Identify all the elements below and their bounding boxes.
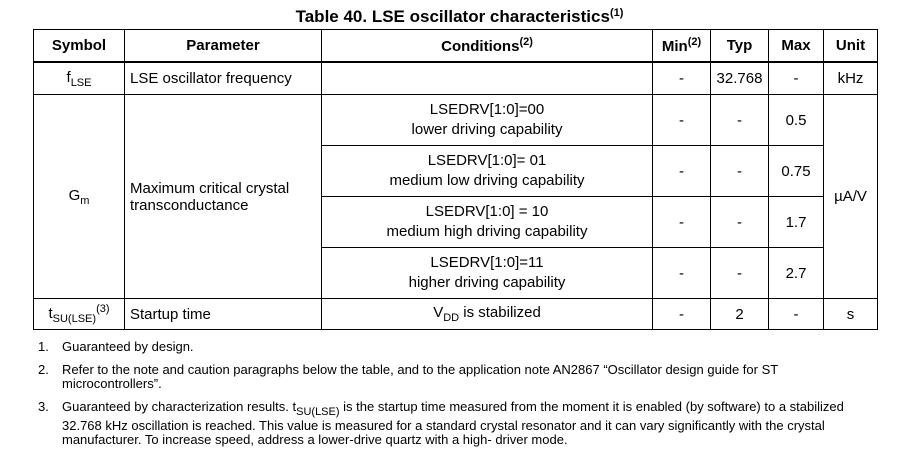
table-row: Gm Maximum critical crystal transconducta… <box>33 94 878 299</box>
flse-symbol-main: f <box>66 68 71 86</box>
gm-symbol-sub: m <box>80 194 90 207</box>
gm-condition-0-line2: lower driving capability <box>411 121 563 138</box>
table-row: fLSE LSE oscillator frequency - 32.768 -… <box>33 61 878 95</box>
gm-min-0: - <box>652 94 711 146</box>
gm-typ-1: - <box>710 145 769 197</box>
gm-symbol-main: G <box>68 186 81 204</box>
gm-condition-2-line1: LSEDRV[1:0] = 10 <box>425 203 549 220</box>
header-symbol: Symbol <box>33 29 125 63</box>
footnote-2-text: Refer to the note and caution paragraphs… <box>62 362 778 391</box>
table-title-text: Table 40. LSE oscillator characteristics <box>295 7 610 26</box>
flse-unit: kHz <box>823 61 878 95</box>
gm-condition-0-line1: LSEDRV[1:0]=00 <box>429 101 545 118</box>
tsu-symbol-main: t <box>48 305 53 322</box>
tsu-cond-sub: DD <box>443 312 460 324</box>
footnote-3-text-before: Guaranteed by characterization results. … <box>62 399 297 414</box>
lse-characteristics-table: Symbol Parameter Conditions(2) Min(2) Ty… <box>33 29 878 330</box>
tsu-typ: 2 <box>710 298 769 330</box>
tsu-symbol-sub: SU(LSE) <box>52 313 97 325</box>
gm-condition-3: LSEDRV[1:0]=11 higher driving capability <box>321 247 653 299</box>
header-unit: Unit <box>823 29 878 63</box>
footnote-1-number: 1. <box>38 339 49 354</box>
tsu-parameter: Startup time <box>124 298 322 330</box>
tsu-symbol: tSU(LSE)(3) <box>33 298 125 330</box>
gm-min-3: - <box>652 247 711 299</box>
header-min: Min(2) <box>652 29 711 63</box>
gm-unit: µA/V <box>823 94 878 299</box>
gm-condition-1-line2: medium low driving capability <box>389 172 585 189</box>
footnote-2: 2. Refer to the note and caution paragra… <box>38 363 878 391</box>
gm-condition-0: LSEDRV[1:0]=00 lower driving capability <box>321 94 653 146</box>
flse-symbol-sub: LSE <box>70 76 92 89</box>
footnote-3-number: 3. <box>38 399 49 414</box>
gm-condition-2: LSEDRV[1:0] = 10 medium high driving capa… <box>321 196 653 248</box>
header-min-ref: (2) <box>687 36 702 48</box>
header-conditions-ref: (2) <box>519 36 533 48</box>
tsu-conditions: VDD is stabilized <box>321 298 653 330</box>
gm-typ-3: - <box>710 247 769 299</box>
header-parameter: Parameter <box>124 29 322 63</box>
header-min-text: Min <box>661 38 688 55</box>
footnote-3: 3. Guaranteed by characterization result… <box>38 400 878 447</box>
footnote-1: 1. Guaranteed by design. <box>38 340 878 354</box>
title-footnote-ref: (1) <box>609 7 624 19</box>
gm-condition-1-line1: LSEDRV[1:0]= 01 <box>427 152 547 169</box>
flse-conditions <box>321 61 653 95</box>
flse-max: - <box>768 61 824 95</box>
tsu-unit: s <box>823 298 878 330</box>
table-title: Table 40. LSE oscillator characteristics… <box>0 2 919 28</box>
footnote-3-text-after: is the startup time measured from the mo… <box>62 399 844 447</box>
gm-min-1: - <box>652 145 711 197</box>
table-row: LSEDRV[1:0]= 01 medium low driving capabi… <box>34 145 878 197</box>
gm-parameter-line2: transconductance <box>130 196 249 214</box>
gm-max-3: 2.7 <box>768 247 824 299</box>
gm-typ-2: - <box>710 196 769 248</box>
gm-max-1: 0.75 <box>768 145 824 197</box>
gm-parameter-line1: Maximum critical crystal <box>130 179 290 197</box>
table-row: tSU(LSE)(3) Startup time VDD is stabiliz… <box>33 298 878 330</box>
flse-min: - <box>652 61 711 95</box>
header-conditions-text: Conditions <box>441 38 520 55</box>
header-row: Symbol Parameter Conditions(2) Min(2) Ty… <box>33 29 878 63</box>
header-max: Max <box>768 29 824 63</box>
gm-symbol: Gm <box>33 94 125 299</box>
gm-condition-3-line2: higher driving capability <box>408 274 566 291</box>
header-conditions: Conditions(2) <box>321 29 653 63</box>
flse-typ: 32.768 <box>710 61 769 95</box>
footnote-2-number: 2. <box>38 362 49 377</box>
gm-min-2: - <box>652 196 711 248</box>
gm-max-0: 0.5 <box>768 94 824 146</box>
gm-parameter: Maximum critical crystal transconductance <box>124 94 322 299</box>
table-row: LSEDRV[1:0]=11 higher driving capability … <box>34 247 878 299</box>
gm-condition-1: LSEDRV[1:0]= 01 medium low driving capabi… <box>321 145 653 197</box>
flse-symbol: fLSE <box>33 61 125 95</box>
gm-typ-0: - <box>710 94 769 146</box>
tsu-cond-main: V <box>433 304 444 321</box>
gm-max-2: 1.7 <box>768 196 824 248</box>
table-row: LSEDRV[1:0] = 10 medium high driving capa… <box>34 196 878 248</box>
footnotes: 1. Guaranteed by design. 2. Refer to the… <box>38 340 878 456</box>
tsu-min: - <box>652 298 711 330</box>
footnote-1-text: Guaranteed by design. <box>62 339 194 354</box>
header-typ: Typ <box>710 29 769 63</box>
tsu-cond-rest: is stabilized <box>459 304 541 321</box>
tsu-symbol-ref: (3) <box>96 303 110 315</box>
tsu-max: - <box>768 298 824 330</box>
gm-condition-2-line2: medium high driving capability <box>386 223 588 240</box>
gm-condition-3-line1: LSEDRV[1:0]=11 <box>430 254 544 271</box>
flse-parameter: LSE oscillator frequency <box>124 61 322 95</box>
footnote-3-text-sub: SU(LSE) <box>296 406 340 418</box>
